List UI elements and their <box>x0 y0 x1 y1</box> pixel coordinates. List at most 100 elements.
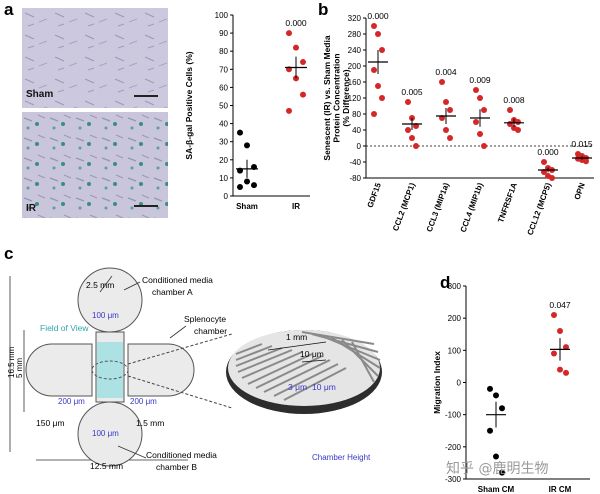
y-tick-label: 160 <box>348 78 362 87</box>
p-value-label: 0.009 <box>469 75 491 85</box>
data-point-tnfrsf1a <box>515 127 521 133</box>
y-tick-label: 80 <box>219 47 228 56</box>
y-tick-label: 80 <box>352 110 361 119</box>
data-point-ccl4-mip1b <box>477 131 483 137</box>
data-point-ccl4-mip1b <box>473 87 479 93</box>
left-splenocyte-chamber <box>25 343 93 397</box>
data-point-ir-cm <box>551 350 557 357</box>
height-165-label: 16.5 mm <box>7 347 16 378</box>
y-tick-label: 100 <box>215 11 229 20</box>
data-point-sham <box>237 183 243 190</box>
panel-letter-c: c <box>4 244 14 263</box>
y-tick-label: 200 <box>348 62 362 71</box>
chamber-b-line1: Conditioned media <box>146 450 217 460</box>
right-splenocyte-chamber <box>127 343 195 397</box>
chamber-a-line1: Conditioned media <box>142 275 213 285</box>
x-tick-label-gdf15: GDF15 <box>366 181 383 209</box>
width-125-label: 12.5 mm <box>90 461 123 471</box>
y-tick-label: 280 <box>348 30 362 39</box>
y-tick-label: 320 <box>348 14 362 23</box>
zoom-10um-b-label: 10 μm <box>312 382 336 392</box>
y-tick-label: -80 <box>349 174 361 183</box>
data-point-ir-cm <box>557 366 563 373</box>
sham-micrograph <box>22 8 168 108</box>
y-axis-title: Migration Index <box>432 351 442 414</box>
data-point-tnfrsf1a <box>515 119 521 125</box>
field-of-view-label: Field of View <box>40 323 89 333</box>
y-tick-label: -100 <box>445 411 462 420</box>
p-value-label: 0.015 <box>571 139 593 149</box>
zoom-1mm-label: 1 mm <box>286 332 307 342</box>
watermark-text: 知乎 @鹿明生物 <box>446 461 549 477</box>
um-150-label: 150 μm <box>36 418 65 428</box>
data-point-ccl3-mip1a <box>447 107 453 113</box>
data-point-ccl3-mip1a <box>439 79 445 85</box>
p-value-label: 0.008 <box>503 95 525 105</box>
p-value-label: 0.004 <box>435 67 457 77</box>
data-point-sham <box>244 142 250 149</box>
chamber-b-line2: chamber B <box>156 462 197 472</box>
y-tick-label: 10 <box>219 174 228 183</box>
zoom-ellipse <box>91 360 129 380</box>
data-point-sham <box>251 182 257 189</box>
data-point-opn <box>583 158 589 165</box>
y-tick-label: 60 <box>219 83 228 92</box>
data-point-sham-cm <box>487 385 493 392</box>
chamber-a-line2: chamber A <box>152 287 193 297</box>
data-point-ccl4-mip1b <box>477 95 483 101</box>
y-tick-label: 240 <box>348 46 362 55</box>
x-tick-label-tnfrsf1a: TNFRSF1A <box>496 181 519 224</box>
y-tick-label: 0 <box>224 192 229 201</box>
x-tick-label-ccl4-mip1b: CCL4 (MIP1b) <box>459 181 485 233</box>
y-tick-label: 300 <box>448 282 462 291</box>
data-point-ccl3-mip1a <box>447 135 453 141</box>
data-point-ccl2-mcp1 <box>409 135 415 141</box>
p-value-label: 0.047 <box>549 300 571 310</box>
p-value-label: 0.000 <box>537 147 559 157</box>
data-point-gdf15 <box>371 23 377 29</box>
y-axis-title: Senescent (IR) vs. Sham MediaProtein Con… <box>322 35 351 160</box>
data-point-ccl4-mip1b <box>481 143 487 149</box>
data-point-gdf15 <box>379 95 385 101</box>
y-tick-label: -40 <box>349 158 361 167</box>
data-point-gdf15 <box>379 47 385 53</box>
dim-25-label: 2.5 mm <box>86 280 114 290</box>
data-point-ir <box>286 107 292 114</box>
data-point-ccl2-mcp1 <box>405 127 411 133</box>
ir-image-label: IR <box>26 203 36 214</box>
chamber-b-um-label: 100 μm <box>92 429 119 438</box>
chart-b: -80 -40 0 40 80 120 160 200 240 280 320 Senescent (… <box>322 11 594 236</box>
y-tick-label: 50 <box>219 102 228 111</box>
data-point-sham <box>237 129 243 136</box>
data-point-sham <box>244 178 250 185</box>
data-point-ir <box>286 30 292 37</box>
data-point-tnfrsf1a <box>507 107 513 113</box>
p-value-label: 0.005 <box>401 87 423 97</box>
data-point-gdf15 <box>371 111 377 117</box>
um-200-left-label: 200 μm <box>58 397 85 406</box>
sham-image-label: Sham <box>26 89 54 100</box>
chamber-height-label: Chamber Height <box>312 453 371 462</box>
y-tick-label: 30 <box>219 138 228 147</box>
zoom-line-top <box>127 333 233 365</box>
data-point-ir-cm <box>551 311 557 318</box>
data-point-ccl12-mcp5 <box>541 159 547 165</box>
data-point-ccl3-mip1a <box>443 127 449 133</box>
chamber-a-um-label: 100 μm <box>92 311 119 320</box>
panel-letter-a: a <box>4 0 14 19</box>
data-point-ir <box>300 59 306 66</box>
x-tick-label-ir-cm: IR CM <box>549 485 572 494</box>
y-tick-label: 0 <box>457 379 462 388</box>
data-point-sham-cm <box>487 427 493 434</box>
data-point-ccl4-mip1b <box>473 119 479 125</box>
zoom-3um-label: 3 μm <box>288 382 307 392</box>
panel-letter-d: d <box>440 273 451 292</box>
splenocyte-line2: chamber <box>194 326 227 336</box>
y-tick-label: 70 <box>219 65 228 74</box>
data-point-ccl4-mip1b <box>481 107 487 113</box>
data-point-ir-cm <box>557 328 563 335</box>
y-tick-label: 120 <box>348 94 362 103</box>
y-tick-label: -300 <box>445 475 462 484</box>
data-point-ir-cm <box>563 344 569 351</box>
zoom-line-bottom <box>127 375 233 409</box>
